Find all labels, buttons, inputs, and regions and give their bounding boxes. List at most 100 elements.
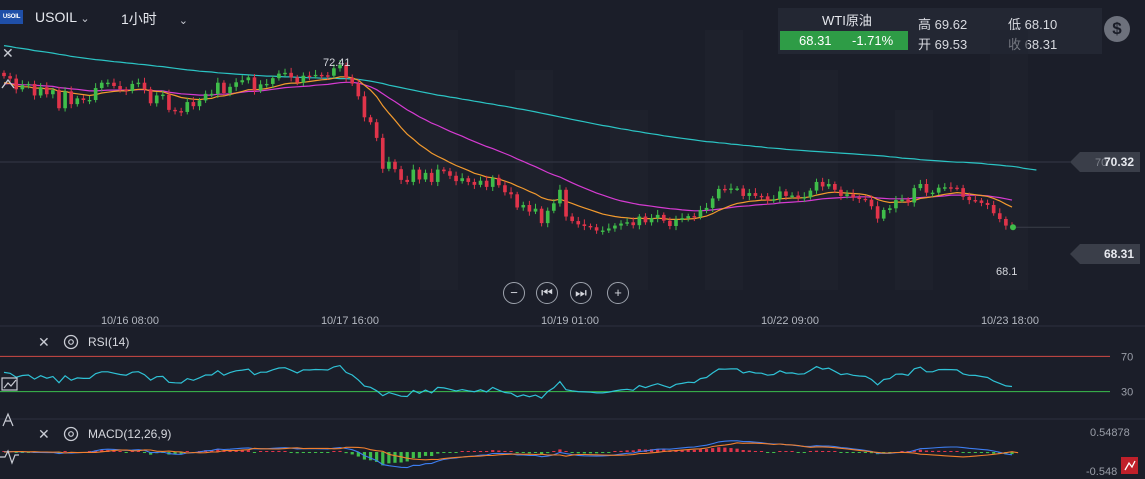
candle-body bbox=[448, 171, 452, 176]
macd-histogram-bar bbox=[949, 451, 953, 452]
candle bbox=[167, 89, 171, 113]
candle-body bbox=[503, 185, 507, 193]
candle-body bbox=[704, 207, 709, 210]
macd-close-icon[interactable]: ✕ bbox=[38, 426, 50, 442]
alert-icon[interactable] bbox=[1121, 457, 1138, 474]
candle bbox=[142, 77, 147, 94]
candle bbox=[857, 195, 862, 203]
candle bbox=[26, 81, 31, 89]
candle-body bbox=[167, 94, 171, 110]
candle bbox=[527, 200, 532, 216]
candle bbox=[197, 97, 202, 111]
candle bbox=[185, 97, 190, 115]
candle bbox=[332, 64, 336, 79]
candle-body bbox=[289, 72, 293, 78]
candle bbox=[808, 188, 813, 200]
candle bbox=[668, 217, 672, 230]
candle-body bbox=[527, 205, 532, 212]
candle bbox=[478, 176, 483, 188]
candle-body bbox=[778, 191, 782, 200]
candle-body bbox=[93, 88, 98, 100]
macd-histogram-bar bbox=[527, 452, 531, 454]
macd-histogram-bar bbox=[955, 451, 959, 452]
macd-settings-gear-icon[interactable] bbox=[63, 426, 79, 442]
macd-histogram-bar bbox=[405, 452, 409, 462]
macd-histogram-bar bbox=[582, 452, 586, 454]
macd-histogram-bar bbox=[497, 450, 501, 452]
candle-body bbox=[985, 202, 990, 205]
dollar-icon[interactable]: $ bbox=[1104, 16, 1130, 42]
timeframe-selector[interactable]: 1小时 ⌄ bbox=[121, 9, 188, 29]
rsi-level-label: 70 bbox=[1121, 351, 1133, 363]
candle-body bbox=[497, 177, 501, 186]
candle-body bbox=[411, 169, 416, 182]
macd-histogram-bar bbox=[472, 451, 476, 452]
candle bbox=[967, 192, 972, 205]
zoom-in-button[interactable]: + bbox=[607, 282, 629, 304]
candle-body bbox=[191, 102, 196, 107]
pulse-icon[interactable] bbox=[0, 449, 19, 465]
macd-histogram-bar bbox=[356, 452, 360, 457]
candle bbox=[124, 86, 129, 96]
macd-histogram-bar bbox=[607, 452, 611, 453]
macd-histogram-bar bbox=[466, 451, 470, 452]
candle bbox=[869, 195, 874, 210]
macd-histogram-bar bbox=[436, 452, 440, 454]
candle-body bbox=[368, 117, 373, 123]
candle-body bbox=[222, 82, 226, 93]
macd-histogram-bar bbox=[552, 451, 556, 452]
candle-body bbox=[814, 181, 819, 191]
macd-histogram-bar bbox=[753, 451, 758, 452]
candle bbox=[429, 168, 434, 186]
candle bbox=[20, 80, 25, 92]
macd-histogram-bar bbox=[375, 452, 379, 462]
candle-body bbox=[637, 216, 642, 226]
candle bbox=[136, 78, 141, 88]
candle-body bbox=[26, 83, 31, 86]
candle bbox=[2, 70, 6, 79]
candle bbox=[307, 71, 312, 81]
candle-body bbox=[771, 199, 776, 201]
macd-histogram-bar bbox=[772, 452, 776, 453]
candle bbox=[154, 92, 159, 107]
step-back-button[interactable]: ⏮ bbox=[536, 282, 558, 304]
candle-body bbox=[643, 216, 648, 223]
candle-body bbox=[936, 187, 941, 193]
rsi-settings-gear-icon[interactable] bbox=[63, 334, 79, 350]
macd-histogram-bar bbox=[839, 452, 843, 453]
candle bbox=[991, 200, 996, 216]
candle bbox=[906, 197, 910, 206]
macd-histogram-bar bbox=[503, 451, 507, 452]
draw-tool-icon[interactable] bbox=[1, 78, 15, 89]
text-tool-icon[interactable] bbox=[2, 412, 14, 427]
chevron-down-icon: ⌄ bbox=[178, 15, 188, 27]
candle bbox=[417, 167, 422, 184]
macd-histogram-bar bbox=[863, 452, 867, 453]
candle bbox=[955, 185, 959, 191]
rsi-close-icon[interactable]: ✕ bbox=[38, 334, 50, 350]
macd-histogram-bar bbox=[124, 452, 128, 453]
candle-body bbox=[344, 65, 348, 78]
candle bbox=[551, 199, 556, 214]
candle bbox=[839, 186, 843, 201]
indicator-chart-icon[interactable] bbox=[1, 377, 18, 391]
close-icon[interactable]: ✕ bbox=[2, 45, 14, 61]
macd-histogram-bar bbox=[252, 452, 257, 453]
symbol-selector[interactable]: USOIL ⌄ bbox=[35, 9, 90, 25]
macd-histogram-bar bbox=[289, 452, 293, 453]
candle-body bbox=[112, 82, 116, 86]
step-forward-button[interactable]: ⏭ bbox=[570, 282, 592, 304]
zoom-out-button[interactable]: − bbox=[503, 282, 525, 304]
candle-body bbox=[130, 83, 135, 91]
candle bbox=[380, 133, 385, 173]
candle-body bbox=[246, 77, 251, 81]
macd-histogram-bar bbox=[656, 448, 660, 452]
macd-histogram-bar bbox=[723, 447, 727, 452]
candle-body bbox=[63, 91, 67, 109]
macd-histogram-bar bbox=[332, 451, 336, 452]
candle-body bbox=[1004, 219, 1008, 226]
macd-histogram-bar bbox=[87, 451, 92, 452]
candle-body bbox=[75, 98, 80, 105]
candle bbox=[545, 207, 550, 228]
